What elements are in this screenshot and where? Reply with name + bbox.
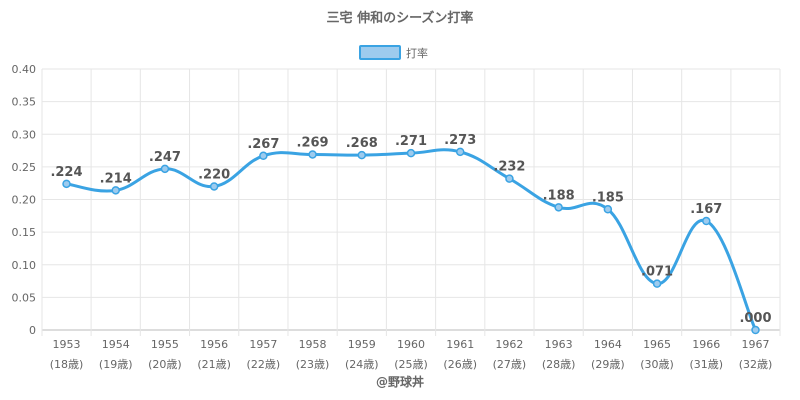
x-tick-label: 1961: [446, 338, 474, 351]
series-line: [66, 148, 757, 331]
x-tick-label: 1962: [495, 338, 523, 351]
data-label: .071: [641, 265, 673, 280]
x-tick-label: 1958: [299, 338, 327, 351]
data-point[interactable]: [209, 182, 219, 191]
x-tick-label: 1967: [742, 338, 770, 351]
y-tick-label: 0: [29, 324, 36, 337]
data-label: .273: [444, 133, 476, 148]
data-label: .167: [690, 202, 722, 217]
x-tick-sublabel: (19歳): [99, 358, 133, 371]
x-tick-sublabel: (29歳): [591, 358, 625, 371]
data-point[interactable]: [357, 150, 367, 160]
x-tick-sublabel: (25歳): [394, 358, 428, 371]
data-point[interactable]: [111, 186, 120, 195]
x-tick-sublabel: (31歳): [689, 358, 723, 371]
x-tick-label: 1964: [594, 338, 622, 351]
y-tick-label: 0.25: [12, 161, 37, 174]
legend-label: 打率: [406, 46, 428, 60]
chart-title: 三宅 伸和のシーズン打率: [327, 10, 474, 26]
y-tick-label: 0.35: [12, 96, 37, 109]
data-labels: .224 .214 .247 .220 .267 .269 .268 .271 .273 .232…: [50, 133, 771, 326]
data-point[interactable]: [505, 174, 514, 183]
data-point[interactable]: [702, 216, 711, 226]
x-tick-label: 1960: [397, 338, 425, 351]
data-point[interactable]: [652, 279, 662, 288]
x-tick-sublabel: (30歳): [640, 358, 674, 371]
data-label: .185: [592, 190, 624, 205]
data-point[interactable]: [751, 325, 760, 335]
data-point[interactable]: [603, 205, 613, 214]
x-tick-sublabel: (18歳): [50, 358, 84, 371]
y-tick-label: 0.30: [12, 128, 37, 141]
data-label: .268: [346, 136, 378, 151]
data-point[interactable]: [259, 151, 268, 161]
x-tick-sublabel: (22歳): [247, 358, 281, 371]
data-label: .269: [297, 135, 329, 150]
x-tick-label: 1963: [545, 338, 573, 351]
x-tick-sublabel: (23歳): [296, 358, 330, 371]
data-label: .000: [739, 311, 771, 326]
data-point[interactable]: [455, 147, 465, 157]
x-tick-label: 1965: [643, 338, 671, 351]
data-point[interactable]: [554, 203, 563, 212]
grid: [41, 68, 781, 336]
x-tick-sublabel: (21歳): [197, 358, 231, 371]
x-axis: 1953 (18歳) 1954 (19歳) 1955 (20歳) 1956 (21歳) 1957…: [50, 338, 773, 371]
y-tick-label: 0.10: [12, 259, 37, 272]
data-label: .267: [247, 137, 279, 152]
data-label: .188: [543, 188, 575, 203]
y-axis: 0.40 0.35 0.30 0.25 0.20 0.15 0.10 0.05 0: [12, 63, 37, 337]
data-point[interactable]: [62, 179, 71, 189]
x-tick-sublabel: (24歳): [345, 358, 379, 371]
x-tick-sublabel: (27歳): [493, 358, 527, 371]
x-tick-label: 1955: [151, 338, 179, 351]
x-tick-label: 1959: [348, 338, 376, 351]
data-label: .214: [100, 171, 132, 186]
y-tick-label: 0.40: [12, 63, 37, 76]
data-label: .271: [395, 134, 427, 149]
x-tick-label: 1956: [200, 338, 228, 351]
x-tick-label: 1957: [249, 338, 277, 351]
series: [62, 147, 760, 335]
data-point[interactable]: [308, 150, 317, 159]
data-label: .220: [198, 167, 230, 182]
data-point[interactable]: [160, 164, 170, 174]
x-tick-sublabel: (32歳): [739, 358, 773, 371]
data-label: .247: [149, 150, 181, 165]
data-point[interactable]: [406, 148, 416, 158]
data-label: .224: [50, 165, 82, 180]
y-tick-label: 0.15: [12, 226, 37, 239]
x-tick-label: 1954: [102, 338, 130, 351]
x-tick-sublabel: (26歳): [443, 358, 477, 371]
x-tick-label: 1953: [53, 338, 81, 351]
credit: @野球丼: [376, 374, 424, 389]
y-tick-label: 0.05: [12, 291, 37, 304]
x-tick-sublabel: (28歳): [542, 358, 576, 371]
data-label: .232: [493, 160, 525, 175]
legend[interactable]: 打率: [359, 45, 428, 60]
x-tick-sublabel: (20歳): [148, 358, 182, 371]
legend-swatch: [359, 45, 401, 60]
y-tick-label: 0.20: [12, 194, 37, 207]
x-tick-label: 1966: [692, 338, 720, 351]
